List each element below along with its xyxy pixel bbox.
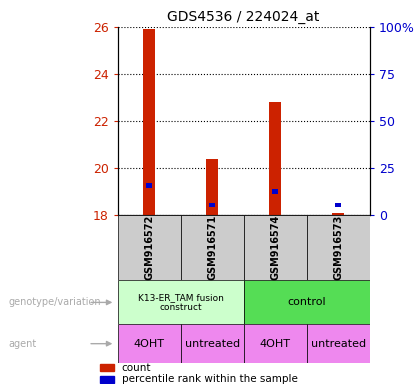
Text: K13-ER_TAM fusion
construct: K13-ER_TAM fusion construct: [138, 293, 223, 312]
Bar: [118, 324, 181, 363]
Bar: [144, 29, 155, 215]
Bar: [146, 182, 152, 188]
Bar: [244, 324, 307, 363]
Bar: [335, 203, 341, 207]
Bar: [181, 215, 244, 280]
Bar: [209, 203, 215, 207]
Bar: [118, 280, 244, 324]
Text: GSM916573: GSM916573: [333, 215, 343, 280]
Bar: [207, 159, 218, 215]
Text: GSM916571: GSM916571: [207, 215, 217, 280]
Text: GSM916572: GSM916572: [144, 215, 154, 280]
Text: count: count: [122, 363, 151, 373]
Title: GDS4536 / 224024_at: GDS4536 / 224024_at: [168, 10, 320, 25]
Text: untreated: untreated: [310, 339, 366, 349]
Bar: [100, 376, 115, 383]
Bar: [244, 280, 370, 324]
Bar: [270, 102, 281, 215]
Bar: [100, 364, 115, 371]
Bar: [272, 189, 278, 194]
Bar: [118, 215, 181, 280]
Text: control: control: [287, 297, 326, 308]
Text: 4OHT: 4OHT: [134, 339, 165, 349]
Text: GSM916574: GSM916574: [270, 215, 280, 280]
Text: 4OHT: 4OHT: [260, 339, 291, 349]
Bar: [244, 215, 307, 280]
Text: percentile rank within the sample: percentile rank within the sample: [122, 374, 297, 384]
Bar: [333, 213, 344, 215]
Bar: [307, 215, 370, 280]
Text: genotype/variation: genotype/variation: [8, 297, 101, 308]
Text: untreated: untreated: [184, 339, 240, 349]
Bar: [181, 324, 244, 363]
Text: agent: agent: [8, 339, 37, 349]
Bar: [307, 324, 370, 363]
